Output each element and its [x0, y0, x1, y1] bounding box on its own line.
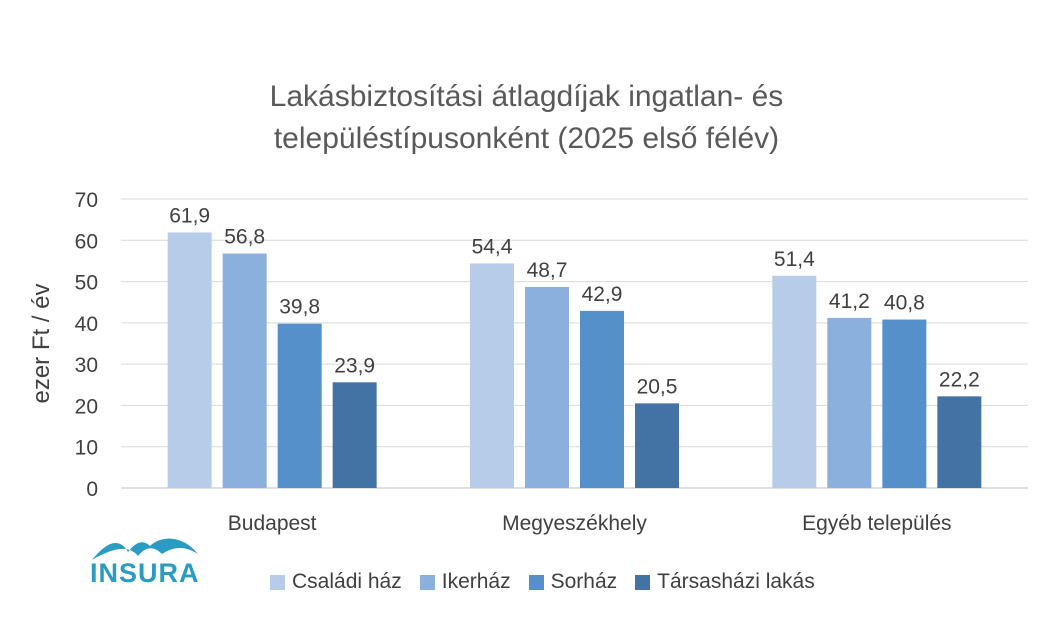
bar: [525, 286, 569, 488]
y-tick-label: 20: [75, 395, 98, 418]
legend-label: Társasházi lakás: [657, 570, 815, 593]
y-tick-label: 0: [86, 478, 98, 501]
legend: Családi ház Ikerház Sorház Társasházi lakás: [270, 570, 833, 594]
bar: [167, 232, 212, 488]
legend-item: Családi ház: [270, 570, 402, 594]
insura-logo: INSURA: [90, 532, 210, 592]
y-tick-label: 10: [75, 437, 98, 460]
data-label: 42,9: [582, 283, 623, 306]
data-label: 56,8: [224, 225, 265, 248]
legend-item: Ikerház: [419, 570, 511, 594]
legend-item: Társasházi lakás: [635, 570, 815, 594]
logo-text: INSURA: [90, 558, 200, 588]
chart-title-line-1: Lakásbiztosítási átlagdíjak ingatlan- és: [269, 80, 784, 113]
data-label: 20,5: [637, 375, 678, 398]
data-label: 51,4: [774, 248, 815, 271]
legend-item: Sorház: [528, 570, 618, 594]
data-label: 48,7: [527, 259, 568, 282]
bar: [277, 323, 322, 488]
data-label: 54,4: [472, 235, 513, 258]
bar: [222, 253, 267, 488]
x-category-label: Egyéb település: [802, 512, 951, 535]
y-tick-label: 40: [75, 313, 98, 336]
data-label: 41,2: [829, 290, 870, 313]
bar: [772, 275, 817, 488]
bar: [937, 396, 982, 488]
y-tick-label: 50: [75, 272, 98, 295]
data-label: 40,8: [884, 292, 925, 315]
bar: [882, 319, 927, 488]
data-label: 61,9: [169, 204, 210, 227]
legend-label: Családi ház: [292, 570, 402, 593]
y-tick-label: 60: [75, 230, 98, 253]
bar: [332, 382, 377, 488]
bar: [827, 317, 872, 488]
y-tick-label: 70: [75, 189, 98, 212]
bar: [580, 310, 624, 488]
data-label: 39,8: [279, 296, 320, 319]
x-category-label: Budapest: [228, 512, 317, 535]
data-label: 22,2: [939, 368, 980, 391]
bar: [635, 403, 679, 488]
legend-swatch: [528, 574, 544, 590]
data-label: 23,9: [334, 354, 375, 377]
legend-label: Sorház: [550, 570, 618, 593]
y-tick-label: 30: [75, 354, 98, 377]
bar: [470, 263, 514, 488]
legend-label: Ikerház: [441, 570, 511, 593]
chart-title-line-2: településtípusonként (2025 első félév): [273, 122, 780, 155]
y-axis-label: ezer Ft / év: [28, 283, 55, 403]
legend-swatch: [270, 574, 285, 590]
wave-logo-icon: [92, 538, 198, 560]
legend-swatch: [419, 574, 435, 590]
legend-swatch: [635, 574, 651, 590]
x-category-label: Megyeszékhely: [502, 512, 647, 535]
